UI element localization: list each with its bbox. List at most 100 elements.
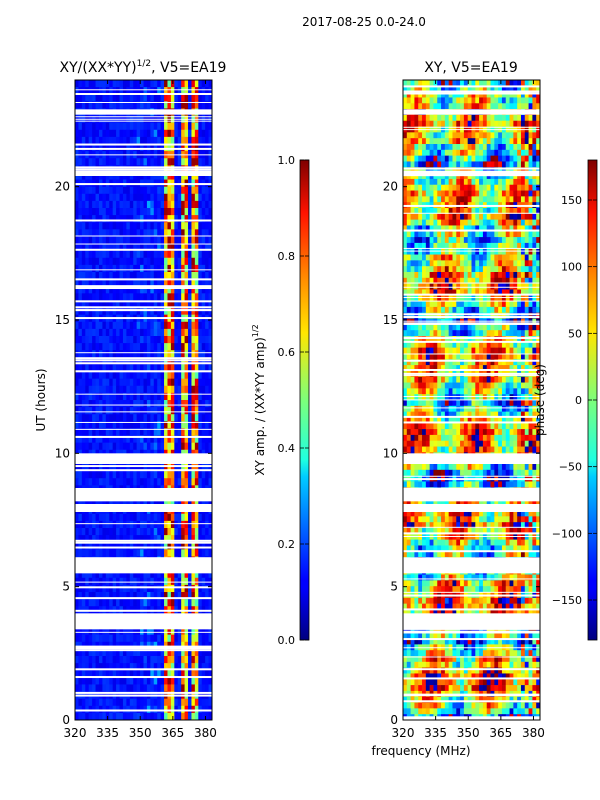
amplitude-heatmap-cell — [85, 264, 89, 273]
amplitude-heatmap-cell — [208, 250, 212, 259]
amplitude-heatmap-cell — [177, 378, 182, 387]
phase-heatmap-cell — [528, 114, 533, 122]
amplitude-heatmap-cell — [143, 627, 148, 635]
phase-heatmap-cell — [452, 237, 457, 244]
phase-heatmap-cell — [410, 219, 415, 226]
amplitude-heatmap-cell — [102, 236, 107, 244]
amplitude-heatmap-cell — [98, 599, 103, 607]
amplitude-heatmap-cell — [102, 328, 107, 337]
amplitude-heatmap-cell — [205, 350, 209, 358]
amplitude-heatmap-cell — [201, 250, 206, 259]
phase-heatmap-cell — [505, 190, 510, 197]
amplitude-heatmap-cell — [167, 193, 172, 202]
amplitude-heatmap-cell — [78, 414, 83, 422]
amplitude-heatmap-cell — [194, 229, 199, 237]
amplitude-heatmap-cell — [116, 549, 120, 557]
amplitude-heatmap-cell — [194, 307, 199, 315]
amplitude-heatmap-cell — [160, 186, 165, 195]
amplitude-heatmap-cell — [136, 193, 141, 202]
phase-heatmap-cell — [501, 260, 507, 267]
phase-heatmap-cell — [467, 242, 472, 250]
amplitude-heatmap-cell — [129, 584, 134, 593]
amplitude-heatmap-cell — [188, 592, 192, 600]
phase-heatmap-cell — [425, 144, 430, 151]
amplitude-heatmap-cell — [174, 464, 179, 472]
amplitude-heatmap-cell — [88, 136, 93, 145]
phase-heatmap-cell — [494, 167, 499, 174]
amplitude-heatmap-cell — [136, 378, 141, 387]
amplitude-heatmap-cell — [95, 542, 100, 550]
amplitude-heatmap-cell — [126, 435, 131, 443]
amplitude-heatmap-cell — [95, 528, 100, 536]
phase-heatmap-cell — [460, 190, 465, 197]
phase-heatmap-cell — [520, 248, 526, 255]
phase-heatmap-cell — [494, 266, 499, 273]
amplitude-heatmap-cell — [98, 656, 103, 664]
amplitude-heatmap-cell — [198, 328, 203, 337]
amplitude-heatmap-cell — [78, 364, 83, 372]
amplitude-heatmap-cell — [122, 371, 127, 379]
amplitude-heatmap-cell — [129, 712, 134, 720]
amplitude-heatmap-cell — [105, 471, 110, 479]
amplitude-heatmap-cell — [133, 208, 137, 216]
amplitude-heatmap-cell — [150, 442, 155, 451]
amplitude-heatmap-cell — [164, 592, 168, 600]
amplitude-heatmap-cell — [201, 698, 206, 707]
amplitude-heatmap-cell — [146, 236, 151, 244]
amplitude-heatmap-cell — [143, 663, 148, 671]
amplitude-heatmap-cell — [116, 264, 120, 273]
amplitude-heatmap-cell — [201, 428, 206, 436]
amplitude-heatmap-cell — [136, 542, 141, 550]
amplitude-heatmap-cell — [126, 87, 131, 95]
amplitude-heatmap-cell — [191, 542, 196, 550]
amplitude-heatmap-cell — [116, 293, 120, 301]
amplitude-heatmap-cell — [184, 641, 189, 650]
phase-heatmap-cell — [509, 242, 514, 250]
phase-heatmap-cell — [422, 272, 427, 279]
amplitude-heatmap-cell — [198, 584, 203, 593]
phase-heatmap-cell — [448, 149, 453, 156]
amplitude-heatmap-cell — [160, 229, 165, 237]
amplitude-heatmap-cell — [129, 343, 134, 351]
phase-heatmap-cell — [456, 167, 461, 174]
phase-heatmap-cell — [463, 225, 468, 232]
amplitude-heatmap-cell — [188, 243, 192, 251]
amplitude-heatmap-cell — [85, 712, 89, 720]
amplitude-heatmap-cell — [95, 392, 100, 401]
phase-heatmap-cell — [441, 248, 446, 255]
amplitude-heatmap-cell — [88, 385, 93, 394]
amplitude-heatmap-cell — [116, 200, 120, 209]
amplitude-heatmap-cell — [184, 186, 189, 195]
amplitude-heatmap-cell — [146, 414, 151, 422]
amplitude-heatmap-cell — [112, 599, 117, 607]
phase-heatmap-cell — [532, 138, 537, 145]
phase-heatmap-cell — [482, 254, 488, 261]
phase-heatmap-cell — [524, 266, 529, 273]
amplitude-heatmap-cell — [184, 307, 189, 315]
amplitude-heatmap-cell — [153, 350, 158, 358]
phase-heatmap-cell — [490, 114, 495, 122]
amplitude-heatmap-cell — [133, 215, 137, 223]
amplitude-heatmap-cell — [150, 208, 155, 216]
phase-heatmap-cell — [536, 248, 540, 255]
phase-heatmap-cell — [444, 178, 449, 186]
phase-heatmap-cell — [433, 237, 438, 244]
amplitude-heatmap-cell — [126, 670, 131, 678]
amplitude-heatmap-cell — [109, 243, 113, 251]
amplitude-heatmap-cell — [164, 549, 168, 557]
phase-heatmap-cell — [509, 231, 514, 238]
amplitude-heatmap-cell — [102, 87, 107, 95]
phase-heatmap-cell — [410, 120, 415, 127]
amplitude-heatmap-cell — [133, 236, 137, 244]
amplitude-data-gap — [75, 453, 212, 464]
phase-heatmap-cell — [482, 114, 488, 122]
amplitude-heatmap-cell — [92, 94, 96, 102]
amplitude-heatmap-cell — [167, 641, 172, 650]
phase-heatmap-cell — [528, 260, 533, 267]
amplitude-heatmap-cell — [167, 414, 172, 422]
amplitude-heatmap-cell — [126, 421, 131, 429]
phase-heatmap-cell — [524, 231, 529, 238]
amplitude-heatmap-cell — [191, 343, 196, 351]
amplitude-heatmap-cell — [153, 577, 158, 586]
amplitude-heatmap-cell — [184, 400, 189, 408]
